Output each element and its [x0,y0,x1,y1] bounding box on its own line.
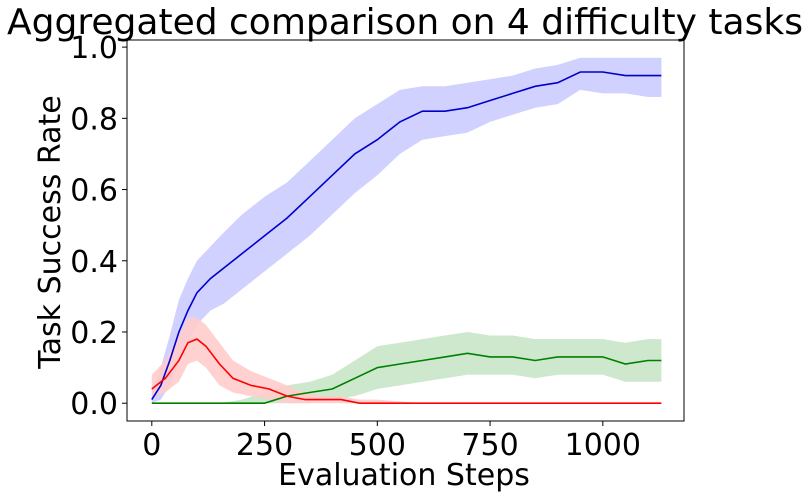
series-lines [151,71,662,405]
x-axis-label: Evaluation Steps [278,458,530,493]
x-tick-label: 1000 [565,428,641,463]
y-tick-label: 1.0 [70,31,118,66]
confidence-bands [151,57,662,404]
y-tick-label: 0.2 [70,316,118,351]
y-tick-label: 0.6 [70,174,118,209]
y-axis: 0.0 0.2 0.4 0.6 0.8 1.0 [70,31,127,422]
chart-title: Aggregated comparison on 4 difficulty ta… [7,2,803,43]
y-tick-label: 0.4 [70,245,118,280]
y-tick-label: 0.8 [70,102,118,137]
x-tick-label: 500 [349,428,406,463]
series-band-2 [151,317,662,404]
x-axis: 0 250 500 750 1000 [142,421,641,463]
x-tick-label: 0 [142,428,161,463]
series-band-0 [151,57,662,404]
series-band-1 [151,332,662,404]
y-axis-label: Task Success Rate [33,95,68,369]
series-line-0 [151,71,662,401]
series-line-1 [151,352,662,405]
x-tick-label: 250 [236,428,293,463]
y-tick-label: 0.0 [70,387,118,422]
plot-frame [126,39,685,422]
x-tick-label: 750 [461,428,518,463]
series-line-2 [151,338,662,405]
